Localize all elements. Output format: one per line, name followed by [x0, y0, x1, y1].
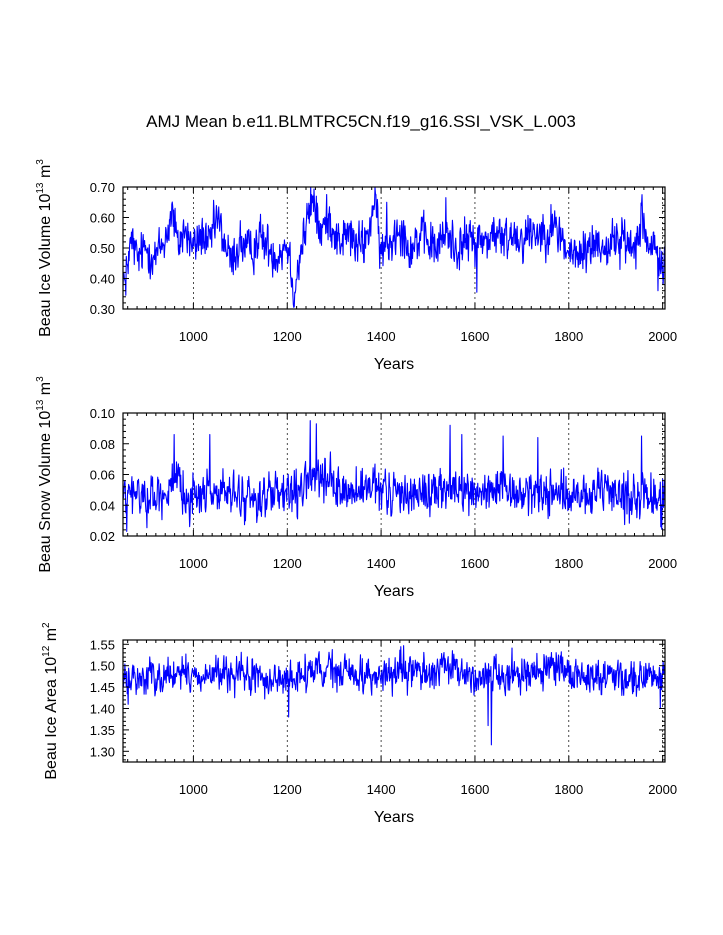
y-tick-label: 1.35: [90, 723, 115, 738]
x-axis-label: Years: [374, 809, 414, 826]
y-tick-label: 0.06: [90, 468, 115, 483]
y-tick-label: 1.45: [90, 680, 115, 695]
y-tick-label: 0.10: [90, 406, 115, 421]
x-tick-label: 1800: [554, 556, 583, 571]
y-tick-label: 1.40: [90, 701, 115, 716]
series-line-beau-ice-volume: [122, 186, 666, 308]
panel-1: 1000 1200 1400 1600 1800 2000 0.30 0.40 0.50 0.60…: [35, 159, 677, 373]
x-axis-label: Years: [374, 583, 414, 600]
panel-3: 1000 1200 1400 1600 1800 2000 1.30 1.35 1.40 1.45…: [41, 622, 677, 826]
x-tick-label: 1000: [179, 782, 208, 797]
y-tick-label: 0.30: [90, 302, 115, 317]
x-tick-label: 1600: [460, 556, 489, 571]
x-tick-label: 1800: [554, 329, 583, 344]
x-tick-label: 1200: [273, 329, 302, 344]
x-axis-label: Years: [374, 356, 414, 373]
x-tick-label: 2000: [648, 556, 677, 571]
x-tick-label: 1600: [460, 782, 489, 797]
y-axis-label: Beau Ice Area 1012 m2: [41, 622, 60, 780]
x-tick-label: 2000: [648, 329, 677, 344]
y-tick-label: 0.70: [90, 180, 115, 195]
panel-2: 1000 1200 1400 1600 1800 2000 0.02 0.04 0.06 0.08…: [35, 376, 677, 600]
x-tick-label: 1400: [367, 329, 396, 344]
x-tick-label: 1000: [179, 556, 208, 571]
y-tick-label: 1.50: [90, 659, 115, 674]
x-tick-label: 1200: [273, 782, 302, 797]
x-tick-label: 1600: [460, 329, 489, 344]
y-axis-label: Beau Snow Volume 1013 m3: [35, 376, 54, 573]
x-tick-label: 1400: [367, 556, 396, 571]
y-tick-label: 0.60: [90, 211, 115, 226]
series-line-beau-snow-volume: [122, 420, 666, 532]
figure-title: AMJ Mean b.e11.BLMTRC5CN.f19_g16.SSI_VSK…: [146, 112, 576, 131]
y-tick-label: 0.50: [90, 241, 115, 256]
x-tick-label: 1400: [367, 782, 396, 797]
y-tick-label: 1.55: [90, 637, 115, 652]
y-tick-label: 1.30: [90, 744, 115, 759]
y-tick-label: 0.40: [90, 272, 115, 287]
y-axis-label: Beau Ice Volume 1013 m3: [35, 159, 54, 337]
x-tick-label: 2000: [648, 782, 677, 797]
y-tick-label: 0.04: [90, 498, 115, 513]
y-tick-label: 0.02: [90, 529, 115, 544]
y-tick-label: 0.08: [90, 437, 115, 452]
x-tick-label: 1800: [554, 782, 583, 797]
plot-frame: [122, 639, 666, 763]
x-tick-label: 1000: [179, 329, 208, 344]
series-line-beau-ice-area: [122, 645, 666, 746]
x-tick-label: 1200: [273, 556, 302, 571]
